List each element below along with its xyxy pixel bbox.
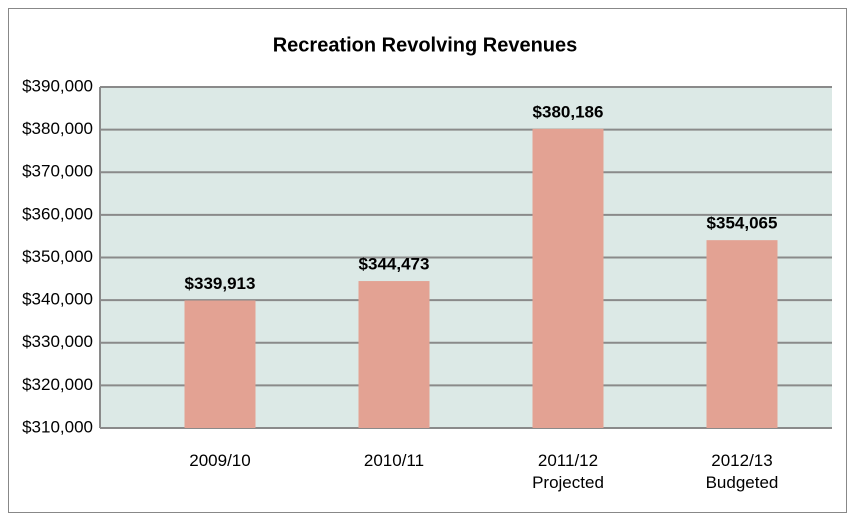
value-label: $354,065 (707, 214, 778, 233)
y-tick-label: $380,000 (22, 119, 93, 138)
x-tick-label: 2010/11 (363, 451, 425, 470)
x-tick-label: 2012/13 Budgeted (705, 451, 779, 492)
bar (358, 281, 430, 428)
value-label: $344,473 (359, 255, 430, 274)
value-label: $339,913 (185, 274, 256, 293)
y-tick-label: $320,000 (22, 375, 93, 394)
y-tick-label: $370,000 (22, 162, 93, 181)
y-tick-label: $390,000 (22, 76, 93, 95)
x-tick-label: 2009/10 (189, 451, 251, 470)
value-label: $380,186 (533, 102, 604, 121)
y-tick-label: $350,000 (22, 247, 93, 266)
y-tick-label: $330,000 (22, 332, 93, 351)
chart-title: Recreation Revolving Revenues (273, 34, 578, 56)
bar (532, 128, 604, 429)
y-tick-label: $340,000 (22, 290, 93, 309)
y-tick-label: $360,000 (22, 204, 93, 223)
y-tick-label: $310,000 (22, 417, 93, 436)
x-tick-label: 2011/12 Projected (532, 451, 604, 492)
bar (184, 300, 256, 428)
bar (706, 240, 778, 428)
